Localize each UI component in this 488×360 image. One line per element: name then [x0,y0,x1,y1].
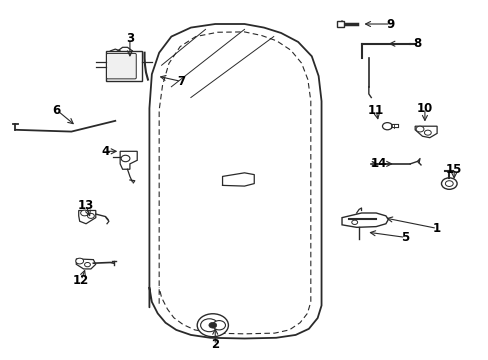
Text: 6: 6 [53,104,61,117]
Polygon shape [76,259,96,269]
Circle shape [81,210,88,216]
Text: 3: 3 [125,32,134,45]
Circle shape [200,319,218,332]
Polygon shape [120,151,137,169]
Text: 4: 4 [101,145,109,158]
Polygon shape [414,126,436,138]
Text: 14: 14 [369,157,386,170]
Circle shape [441,178,456,189]
Text: 13: 13 [78,199,94,212]
Text: 9: 9 [386,18,394,31]
Circle shape [445,181,452,186]
Bar [336,22,344,27]
Polygon shape [341,213,387,227]
Polygon shape [79,211,96,224]
Polygon shape [105,51,142,81]
Text: 11: 11 [367,104,384,117]
Circle shape [121,155,130,162]
Text: 12: 12 [73,274,89,287]
Circle shape [84,262,90,267]
Circle shape [208,322,216,328]
Text: 2: 2 [211,338,219,351]
Text: 10: 10 [416,102,432,115]
Circle shape [415,126,423,132]
Text: 15: 15 [445,163,462,176]
Circle shape [212,320,225,330]
Circle shape [351,220,357,225]
Circle shape [382,123,391,130]
FancyBboxPatch shape [106,53,136,79]
Text: 8: 8 [413,37,421,50]
Circle shape [76,258,83,264]
Text: 7: 7 [177,75,185,88]
Circle shape [197,314,228,337]
Text: 5: 5 [401,231,408,244]
Circle shape [87,213,94,219]
Circle shape [424,130,430,135]
Text: 1: 1 [432,222,440,235]
